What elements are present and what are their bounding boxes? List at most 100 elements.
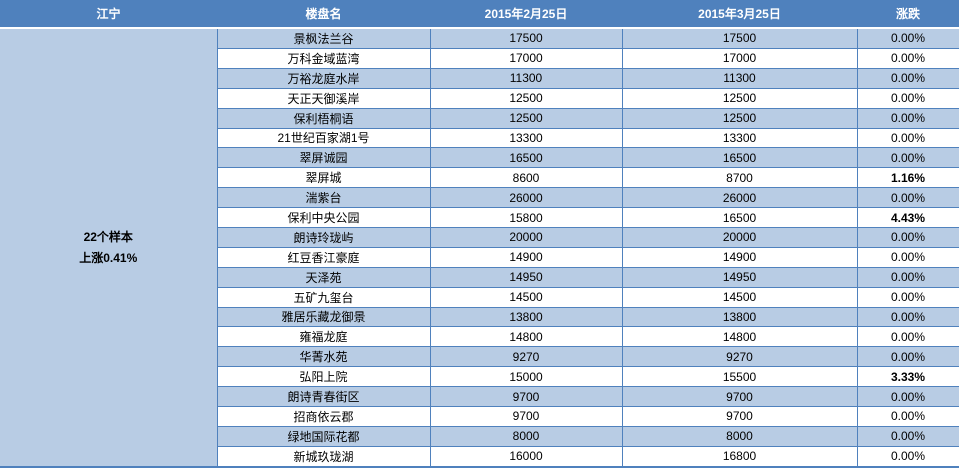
table-row: 翠屏诚园 16500 16500 0.00%	[0, 147, 959, 169]
price-mar-cell: 17000	[621, 47, 858, 69]
price-mar-cell: 9700	[621, 386, 858, 407]
change-cell: 0.00%	[856, 386, 959, 407]
price-feb-cell: 16500	[429, 147, 623, 169]
header-property-name: 楼盘名	[217, 0, 430, 29]
price-feb-cell: 14900	[429, 246, 623, 268]
price-feb-cell: 17500	[429, 27, 623, 49]
property-name-cell: 天泽苑	[216, 266, 431, 288]
change-cell: 0.00%	[856, 107, 959, 129]
price-feb-cell: 14500	[429, 286, 623, 308]
price-mar-cell: 13800	[621, 306, 858, 328]
property-name-cell: 五矿九玺台	[216, 286, 431, 308]
table-row: 雍福龙庭 14800 14800 0.00%	[0, 326, 959, 348]
price-mar-cell: 8000	[621, 425, 858, 447]
table-row: 弘阳上院 15000 15500 3.33%	[0, 366, 959, 388]
change-cell: 0.00%	[856, 346, 959, 368]
property-name-cell: 天正天御溪岸	[216, 87, 431, 109]
property-name-cell: 绿地国际花都	[216, 425, 431, 447]
change-cell: 4.43%	[856, 207, 959, 228]
price-feb-cell: 26000	[429, 187, 623, 209]
price-mar-cell: 12500	[621, 107, 858, 129]
price-feb-cell: 9700	[429, 386, 623, 407]
price-feb-cell: 8600	[429, 167, 623, 189]
table-row: 湍紫台 26000 26000 0.00%	[0, 187, 959, 209]
change-cell: 0.00%	[856, 87, 959, 109]
table-row: 五矿九玺台 14500 14500 0.00%	[0, 286, 959, 308]
price-mar-cell: 26000	[621, 187, 858, 209]
table-row: 红豆香江豪庭 14900 14900 0.00%	[0, 246, 959, 268]
region-summary-cell: 22个样本 上涨0.41%	[0, 27, 218, 468]
property-name-cell: 朗诗玲珑屿	[216, 226, 431, 248]
header-region: 江宁	[0, 0, 217, 29]
property-name-cell: 弘阳上院	[216, 366, 431, 388]
change-cell: 0.00%	[856, 67, 959, 89]
property-name-cell: 景枫法兰谷	[216, 27, 431, 49]
change-cell: 0.00%	[856, 246, 959, 268]
table-row: 朗诗青春街区 9700 9700 0.00%	[0, 386, 959, 407]
property-name-cell: 万科金域蓝湾	[216, 47, 431, 69]
price-feb-cell: 12500	[429, 107, 623, 129]
price-mar-cell: 15500	[621, 366, 858, 388]
table-row: 保利中央公园 15800 16500 4.43%	[0, 207, 959, 228]
price-feb-cell: 17000	[429, 47, 623, 69]
price-feb-cell: 16000	[429, 445, 623, 468]
price-feb-cell: 15800	[429, 207, 623, 228]
change-cell: 0.00%	[856, 27, 959, 49]
change-cell: 0.00%	[856, 226, 959, 248]
price-feb-cell: 9270	[429, 346, 623, 368]
price-mar-cell: 16500	[621, 147, 858, 169]
table-row: 新城玖珑湖 16000 16800 0.00%	[0, 445, 959, 468]
table-row: 天正天御溪岸 12500 12500 0.00%	[0, 87, 959, 109]
change-cell: 0.00%	[856, 306, 959, 328]
header-row: 江宁 楼盘名 2015年2月25日 2015年3月25日 涨跌	[0, 0, 959, 29]
change-cell: 0.00%	[856, 127, 959, 149]
price-mar-cell: 13300	[621, 127, 858, 149]
property-name-cell: 雅居乐藏龙御景	[216, 306, 431, 328]
price-mar-cell: 9270	[621, 346, 858, 368]
price-feb-cell: 20000	[429, 226, 623, 248]
price-mar-cell: 16800	[621, 445, 858, 468]
price-mar-cell: 16500	[621, 207, 858, 228]
header-date-feb: 2015年2月25日	[430, 0, 622, 29]
property-name-cell: 雍福龙庭	[216, 326, 431, 348]
table-row: 雅居乐藏龙御景 13800 13800 0.00%	[0, 306, 959, 328]
table-row: 朗诗玲珑屿 20000 20000 0.00%	[0, 226, 959, 248]
price-feb-cell: 12500	[429, 87, 623, 109]
change-cell: 0.00%	[856, 147, 959, 169]
price-mar-cell: 9700	[621, 405, 858, 427]
table-row: 保利梧桐语 12500 12500 0.00%	[0, 107, 959, 129]
header-date-mar: 2015年3月25日	[622, 0, 857, 29]
price-feb-cell: 15000	[429, 366, 623, 388]
price-mar-cell: 14950	[621, 266, 858, 288]
property-name-cell: 招商依云郡	[216, 405, 431, 427]
price-feb-cell: 14950	[429, 266, 623, 288]
region-change-label: 上涨0.41%	[79, 250, 138, 265]
property-name-cell: 红豆香江豪庭	[216, 246, 431, 268]
property-name-cell: 翠屏城	[216, 167, 431, 189]
price-mar-cell: 8700	[621, 167, 858, 189]
table-row: 21世纪百家湖1号 13300 13300 0.00%	[0, 127, 959, 149]
change-cell: 0.00%	[856, 47, 959, 69]
price-feb-cell: 8000	[429, 425, 623, 447]
price-feb-cell: 9700	[429, 405, 623, 427]
price-feb-cell: 11300	[429, 67, 623, 89]
property-name-cell: 朗诗青春街区	[216, 386, 431, 407]
property-name-cell: 21世纪百家湖1号	[216, 127, 431, 149]
property-name-cell: 保利中央公园	[216, 207, 431, 228]
header-change: 涨跌	[857, 0, 959, 29]
price-mar-cell: 14900	[621, 246, 858, 268]
table-row: 22个样本 上涨0.41% 景枫法兰谷 17500 17500 0.00%	[0, 27, 959, 468]
table-row: 招商依云郡 9700 9700 0.00%	[0, 405, 959, 427]
price-mar-cell: 14500	[621, 286, 858, 308]
price-mar-cell: 11300	[621, 67, 858, 89]
property-name-cell: 新城玖珑湖	[216, 445, 431, 468]
sample-count-label: 22个样本	[83, 230, 133, 245]
change-cell: 0.00%	[856, 445, 959, 468]
change-cell: 0.00%	[856, 405, 959, 427]
price-feb-cell: 13300	[429, 127, 623, 149]
change-cell: 0.00%	[856, 425, 959, 447]
price-mar-cell: 12500	[621, 87, 858, 109]
table-row: 绿地国际花都 8000 8000 0.00%	[0, 425, 959, 447]
